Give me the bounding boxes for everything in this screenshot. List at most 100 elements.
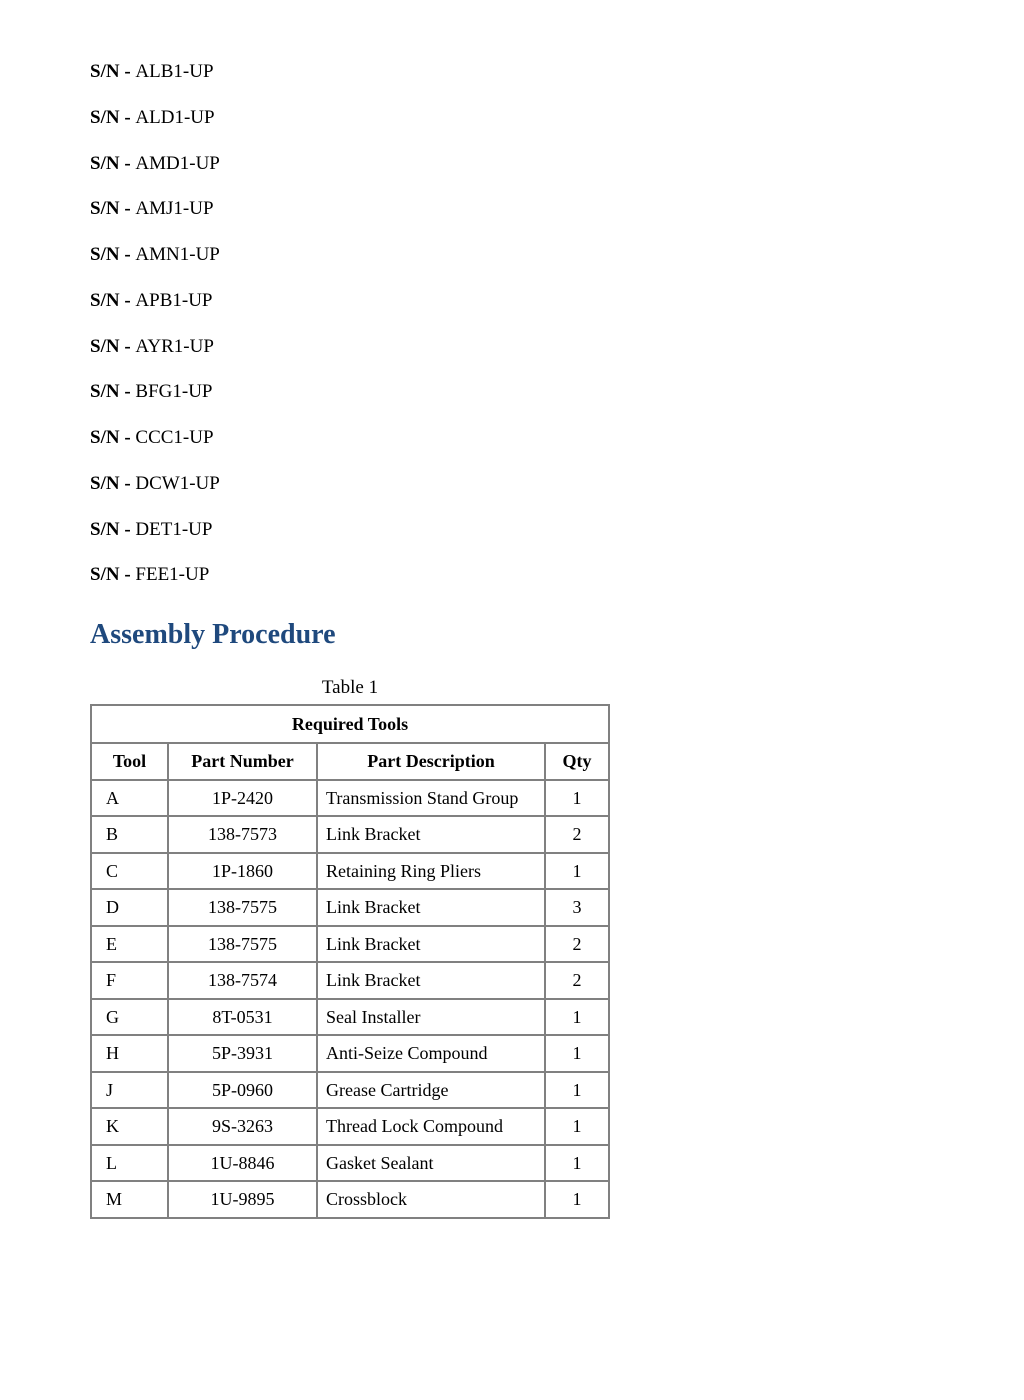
cell-tool: E: [91, 926, 168, 963]
serial-number-line: S/N - CCC1-UP: [90, 426, 934, 450]
serial-number-line: S/N - APB1-UP: [90, 289, 934, 313]
cell-part-description: Transmission Stand Group: [317, 780, 545, 817]
table-row: B138-7573Link Bracket2: [91, 816, 609, 853]
cell-tool: B: [91, 816, 168, 853]
serial-number-line: S/N - BFG1-UP: [90, 380, 934, 404]
serial-number-value: AYR1-UP: [135, 336, 214, 357]
cell-qty: 2: [545, 926, 609, 963]
cell-part-number: 138-7574: [168, 962, 317, 999]
cell-tool: F: [91, 962, 168, 999]
table-row: G8T-0531Seal Installer1: [91, 999, 609, 1036]
serial-number-line: S/N - DET1-UP: [90, 518, 934, 542]
serial-number-label: S/N -: [90, 244, 135, 265]
serial-number-label: S/N -: [90, 381, 135, 402]
cell-qty: 1: [545, 853, 609, 890]
required-tools-table: Required Tools Tool Part Number Part Des…: [90, 704, 610, 1219]
cell-qty: 2: [545, 816, 609, 853]
table-title: Required Tools: [91, 705, 609, 744]
serial-number-label: S/N -: [90, 61, 135, 82]
cell-part-description: Seal Installer: [317, 999, 545, 1036]
serial-number-label: S/N -: [90, 427, 135, 448]
cell-tool: L: [91, 1145, 168, 1182]
cell-qty: 1: [545, 1108, 609, 1145]
cell-part-description: Grease Cartridge: [317, 1072, 545, 1109]
table-row: J5P-0960Grease Cartridge1: [91, 1072, 609, 1109]
cell-part-number: 1P-2420: [168, 780, 317, 817]
cell-part-number: 1P-1860: [168, 853, 317, 890]
cell-tool: G: [91, 999, 168, 1036]
serial-number-line: S/N - ALD1-UP: [90, 106, 934, 130]
cell-tool: M: [91, 1181, 168, 1218]
serial-number-value: AMN1-UP: [135, 244, 219, 265]
cell-part-description: Link Bracket: [317, 889, 545, 926]
cell-part-description: Link Bracket: [317, 926, 545, 963]
serial-number-line: S/N - AMD1-UP: [90, 152, 934, 176]
cell-qty: 1: [545, 999, 609, 1036]
cell-part-number: 5P-0960: [168, 1072, 317, 1109]
serial-number-value: ALB1-UP: [135, 61, 213, 82]
table-title-row: Required Tools: [91, 705, 609, 744]
table-row: C1P-1860Retaining Ring Pliers1: [91, 853, 609, 890]
serial-number-list: S/N - ALB1-UPS/N - ALD1-UPS/N - AMD1-UPS…: [90, 60, 934, 587]
cell-part-description: Thread Lock Compound: [317, 1108, 545, 1145]
serial-number-label: S/N -: [90, 153, 135, 174]
cell-qty: 1: [545, 1145, 609, 1182]
serial-number-line: S/N - AYR1-UP: [90, 335, 934, 359]
table-row: M1U-9895Crossblock1: [91, 1181, 609, 1218]
cell-part-number: 138-7573: [168, 816, 317, 853]
serial-number-value: AMJ1-UP: [135, 198, 213, 219]
cell-qty: 1: [545, 1035, 609, 1072]
cell-part-description: Link Bracket: [317, 962, 545, 999]
serial-number-value: AMD1-UP: [135, 153, 219, 174]
section-title: Assembly Procedure: [90, 617, 934, 652]
serial-number-line: S/N - AMN1-UP: [90, 243, 934, 267]
serial-number-label: S/N -: [90, 519, 135, 540]
cell-tool: A: [91, 780, 168, 817]
cell-part-description: Gasket Sealant: [317, 1145, 545, 1182]
cell-part-description: Crossblock: [317, 1181, 545, 1218]
serial-number-value: DET1-UP: [135, 519, 212, 540]
cell-part-number: 138-7575: [168, 926, 317, 963]
table-row: D138-7575Link Bracket3: [91, 889, 609, 926]
serial-number-label: S/N -: [90, 473, 135, 494]
cell-qty: 1: [545, 1181, 609, 1218]
serial-number-line: S/N - AMJ1-UP: [90, 197, 934, 221]
cell-part-number: 5P-3931: [168, 1035, 317, 1072]
col-header-tool: Tool: [91, 743, 168, 780]
col-header-part-number: Part Number: [168, 743, 317, 780]
cell-tool: H: [91, 1035, 168, 1072]
col-header-part-description: Part Description: [317, 743, 545, 780]
table-header-row: Tool Part Number Part Description Qty: [91, 743, 609, 780]
cell-qty: 1: [545, 780, 609, 817]
serial-number-label: S/N -: [90, 107, 135, 128]
serial-number-value: DCW1-UP: [135, 473, 219, 494]
cell-tool: J: [91, 1072, 168, 1109]
serial-number-value: APB1-UP: [135, 290, 212, 311]
serial-number-label: S/N -: [90, 564, 135, 585]
cell-part-number: 1U-9895: [168, 1181, 317, 1218]
table-row: H5P-3931Anti-Seize Compound1: [91, 1035, 609, 1072]
cell-part-number: 138-7575: [168, 889, 317, 926]
serial-number-line: S/N - FEE1-UP: [90, 563, 934, 587]
cell-qty: 2: [545, 962, 609, 999]
serial-number-value: ALD1-UP: [135, 107, 214, 128]
cell-part-number: 9S-3263: [168, 1108, 317, 1145]
serial-number-value: BFG1-UP: [135, 381, 212, 402]
col-header-qty: Qty: [545, 743, 609, 780]
serial-number-line: S/N - DCW1-UP: [90, 472, 934, 496]
required-tools-table-wrap: Table 1 Required Tools Tool Part Number …: [90, 676, 610, 1219]
cell-part-number: 8T-0531: [168, 999, 317, 1036]
cell-part-number: 1U-8846: [168, 1145, 317, 1182]
table-row: K9S-3263Thread Lock Compound1: [91, 1108, 609, 1145]
table-row: F138-7574Link Bracket2: [91, 962, 609, 999]
cell-part-description: Anti-Seize Compound: [317, 1035, 545, 1072]
cell-part-description: Link Bracket: [317, 816, 545, 853]
cell-qty: 1: [545, 1072, 609, 1109]
table-caption: Table 1: [90, 676, 610, 700]
cell-tool: D: [91, 889, 168, 926]
serial-number-value: CCC1-UP: [135, 427, 213, 448]
cell-part-description: Retaining Ring Pliers: [317, 853, 545, 890]
cell-tool: C: [91, 853, 168, 890]
table-row: L1U-8846Gasket Sealant1: [91, 1145, 609, 1182]
serial-number-label: S/N -: [90, 290, 135, 311]
